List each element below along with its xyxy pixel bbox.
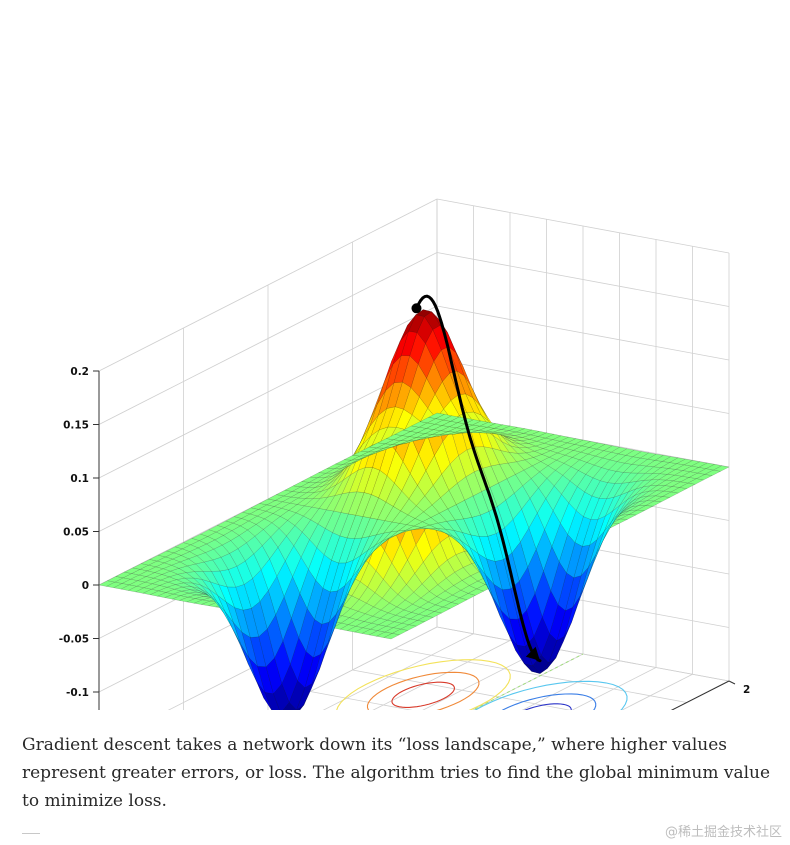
- surface-patch: [428, 412, 445, 419]
- gridline: [422, 646, 547, 710]
- descent-path: [411, 294, 542, 663]
- contour-ring: [474, 680, 628, 710]
- contour-ring: [336, 659, 511, 710]
- floor-contours: [336, 653, 628, 710]
- gridline: [322, 633, 474, 710]
- loss-surface: [98, 309, 730, 710]
- contour-ring: [524, 703, 572, 710]
- descent-path-line: [415, 294, 542, 663]
- y-tick-label: 2: [743, 684, 750, 696]
- figure-caption: Gradient descent takes a network down it…: [22, 735, 771, 811]
- gridline: [372, 640, 511, 710]
- z-tick-label: -0.05: [59, 634, 89, 646]
- watermark-text: @稀土掘金技术社区: [664, 825, 782, 840]
- contour-ring: [391, 681, 455, 708]
- gridline: [621, 673, 693, 710]
- gridline: [671, 680, 730, 710]
- separator-rule: [22, 833, 40, 834]
- contour-ring: [501, 693, 597, 710]
- gridline: [472, 653, 584, 710]
- gridline: [352, 669, 571, 710]
- gridline: [521, 660, 620, 710]
- z-tick-label: 0.05: [63, 527, 89, 539]
- loss-landscape-chart: 0.20.150.10.050-0.05-0.1-0.15-0.2-2-1.5-…: [59, 198, 751, 710]
- z-tick-label: -0.1: [66, 687, 89, 699]
- z-tick-label: 0: [82, 580, 89, 592]
- z-tick-label: 0.1: [70, 473, 89, 485]
- descent-start-point: [411, 303, 422, 314]
- gridline: [273, 626, 438, 710]
- axis-line: [670, 680, 730, 710]
- tick-mark: [728, 680, 736, 685]
- descent-arrowhead: [525, 646, 540, 661]
- z-tick-label: 0.15: [63, 420, 89, 432]
- contour-ring: [366, 671, 480, 710]
- gridline: [571, 667, 657, 710]
- tick-labels: 0.20.150.10.050-0.05-0.1-0.15-0.2-2-1.5-…: [59, 366, 751, 699]
- gridline: [310, 691, 413, 710]
- z-tick-label: 0.2: [70, 366, 89, 378]
